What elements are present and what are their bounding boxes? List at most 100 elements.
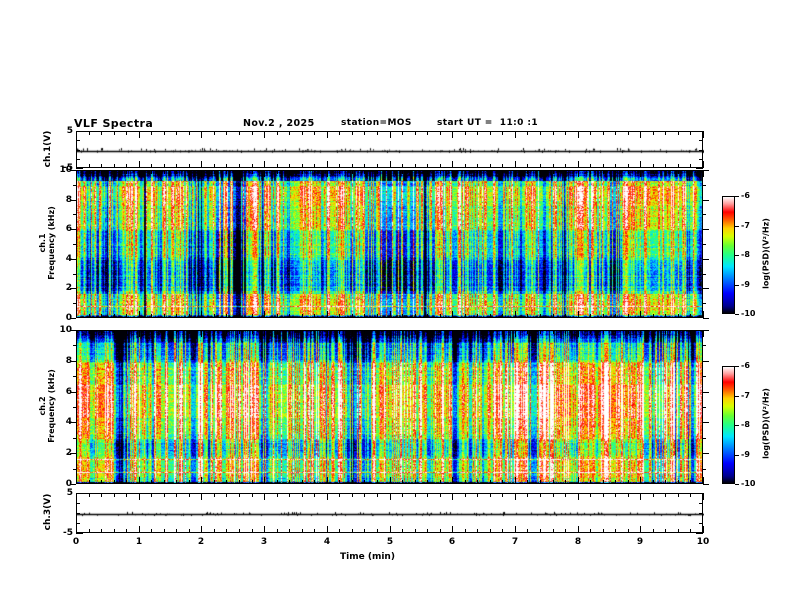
axis-tick: [314, 164, 315, 168]
axis-tick: [252, 529, 253, 533]
axis-tick: [640, 330, 641, 337]
axis-tick: [527, 314, 528, 318]
axis-tick: [415, 314, 416, 318]
axis-tick: [402, 170, 403, 174]
axis-tick: [703, 311, 704, 318]
axis-tick: [126, 131, 127, 135]
axis-tick: [678, 164, 679, 168]
axis-tick: [277, 529, 278, 533]
axis-tick: [302, 164, 303, 168]
axis-tick: [527, 170, 528, 174]
axis-tick: [302, 480, 303, 484]
axis-tick: [76, 493, 77, 500]
axis-tick: [201, 170, 202, 177]
axis-tick: [465, 529, 466, 533]
yaxis-tick-label: 5: [66, 126, 73, 136]
axis-tick: [176, 493, 177, 497]
yaxis-tick-label: 2: [65, 283, 72, 293]
axis-tick: [151, 131, 152, 135]
axis-tick: [176, 529, 177, 533]
axis-tick: [101, 314, 102, 318]
axis-tick: [76, 523, 80, 524]
colorbar-tick-label: -7: [741, 391, 750, 400]
axis-tick: [427, 480, 428, 484]
axis-tick: [402, 131, 403, 135]
axis-tick: [703, 274, 706, 275]
axis-tick: [76, 493, 83, 494]
axis-tick: [252, 493, 253, 497]
axis-tick: [151, 314, 152, 318]
axis-tick: [696, 168, 703, 169]
axis-tick: [477, 314, 478, 318]
axis-tick: [415, 529, 416, 533]
axis-tick: [440, 314, 441, 318]
axis-tick: [703, 526, 704, 533]
axis-tick: [615, 330, 616, 334]
axis-tick: [502, 480, 503, 484]
axis-tick: [339, 314, 340, 318]
axis-tick: [527, 131, 528, 135]
axis-tick: [653, 529, 654, 533]
axis-tick: [427, 529, 428, 533]
axis-tick: [239, 529, 240, 533]
axis-tick: [540, 314, 541, 318]
axis-tick: [565, 131, 566, 135]
axis-tick: [327, 170, 328, 177]
axis-tick: [665, 131, 666, 135]
axis-tick: [377, 529, 378, 533]
axis-tick: [390, 170, 391, 177]
axis-tick: [76, 159, 80, 160]
axis-tick: [628, 170, 629, 174]
axis-tick: [101, 493, 102, 497]
axis-tick: [339, 164, 340, 168]
axis-tick: [703, 259, 709, 260]
colorbar-tick-label: -7: [741, 221, 750, 230]
yaxis-tick-label: 5: [66, 488, 73, 498]
axis-tick: [73, 345, 76, 346]
axis-tick: [465, 330, 466, 334]
colorbar-tick-label: -9: [741, 280, 750, 289]
axis-tick: [151, 529, 152, 533]
xaxis-tick-label: 4: [323, 537, 331, 547]
axis-tick: [214, 164, 215, 168]
axis-tick: [735, 484, 739, 485]
axis-tick: [176, 480, 177, 484]
axis-tick: [735, 396, 739, 397]
axis-tick: [553, 493, 554, 497]
axis-tick: [665, 480, 666, 484]
axis-tick: [201, 526, 202, 533]
axis-tick: [314, 314, 315, 318]
axis-tick: [502, 330, 503, 334]
axis-tick: [70, 259, 76, 260]
axis-tick: [653, 164, 654, 168]
axis-tick: [452, 493, 453, 500]
axis-tick: [427, 330, 428, 334]
axis-tick: [226, 131, 227, 135]
axis-tick: [415, 480, 416, 484]
yaxis-tick-label: 4: [65, 254, 72, 264]
axis-tick: [76, 131, 83, 132]
axis-tick: [364, 314, 365, 318]
axis-tick: [252, 170, 253, 174]
axis-tick: [615, 529, 616, 533]
axis-tick: [699, 140, 703, 141]
axis-tick: [352, 164, 353, 168]
axis-tick: [527, 480, 528, 484]
axis-tick: [70, 330, 76, 331]
ch1-spectrogram-image: [77, 171, 702, 317]
axis-tick: [70, 170, 76, 171]
xaxis-tick-label: 2: [197, 537, 205, 547]
figure-title: VLF Spectra: [74, 117, 154, 130]
axis-tick: [377, 480, 378, 484]
axis-tick: [502, 164, 503, 168]
axis-tick: [465, 164, 466, 168]
axis-tick: [302, 314, 303, 318]
yaxis-tick-label: 8: [65, 195, 72, 205]
axis-tick: [490, 170, 491, 174]
axis-tick: [653, 170, 654, 174]
xaxis-tick-label: 0: [72, 537, 80, 547]
axis-tick: [703, 453, 709, 454]
axis-tick: [603, 164, 604, 168]
axis-tick: [164, 493, 165, 497]
axis-tick: [553, 314, 554, 318]
